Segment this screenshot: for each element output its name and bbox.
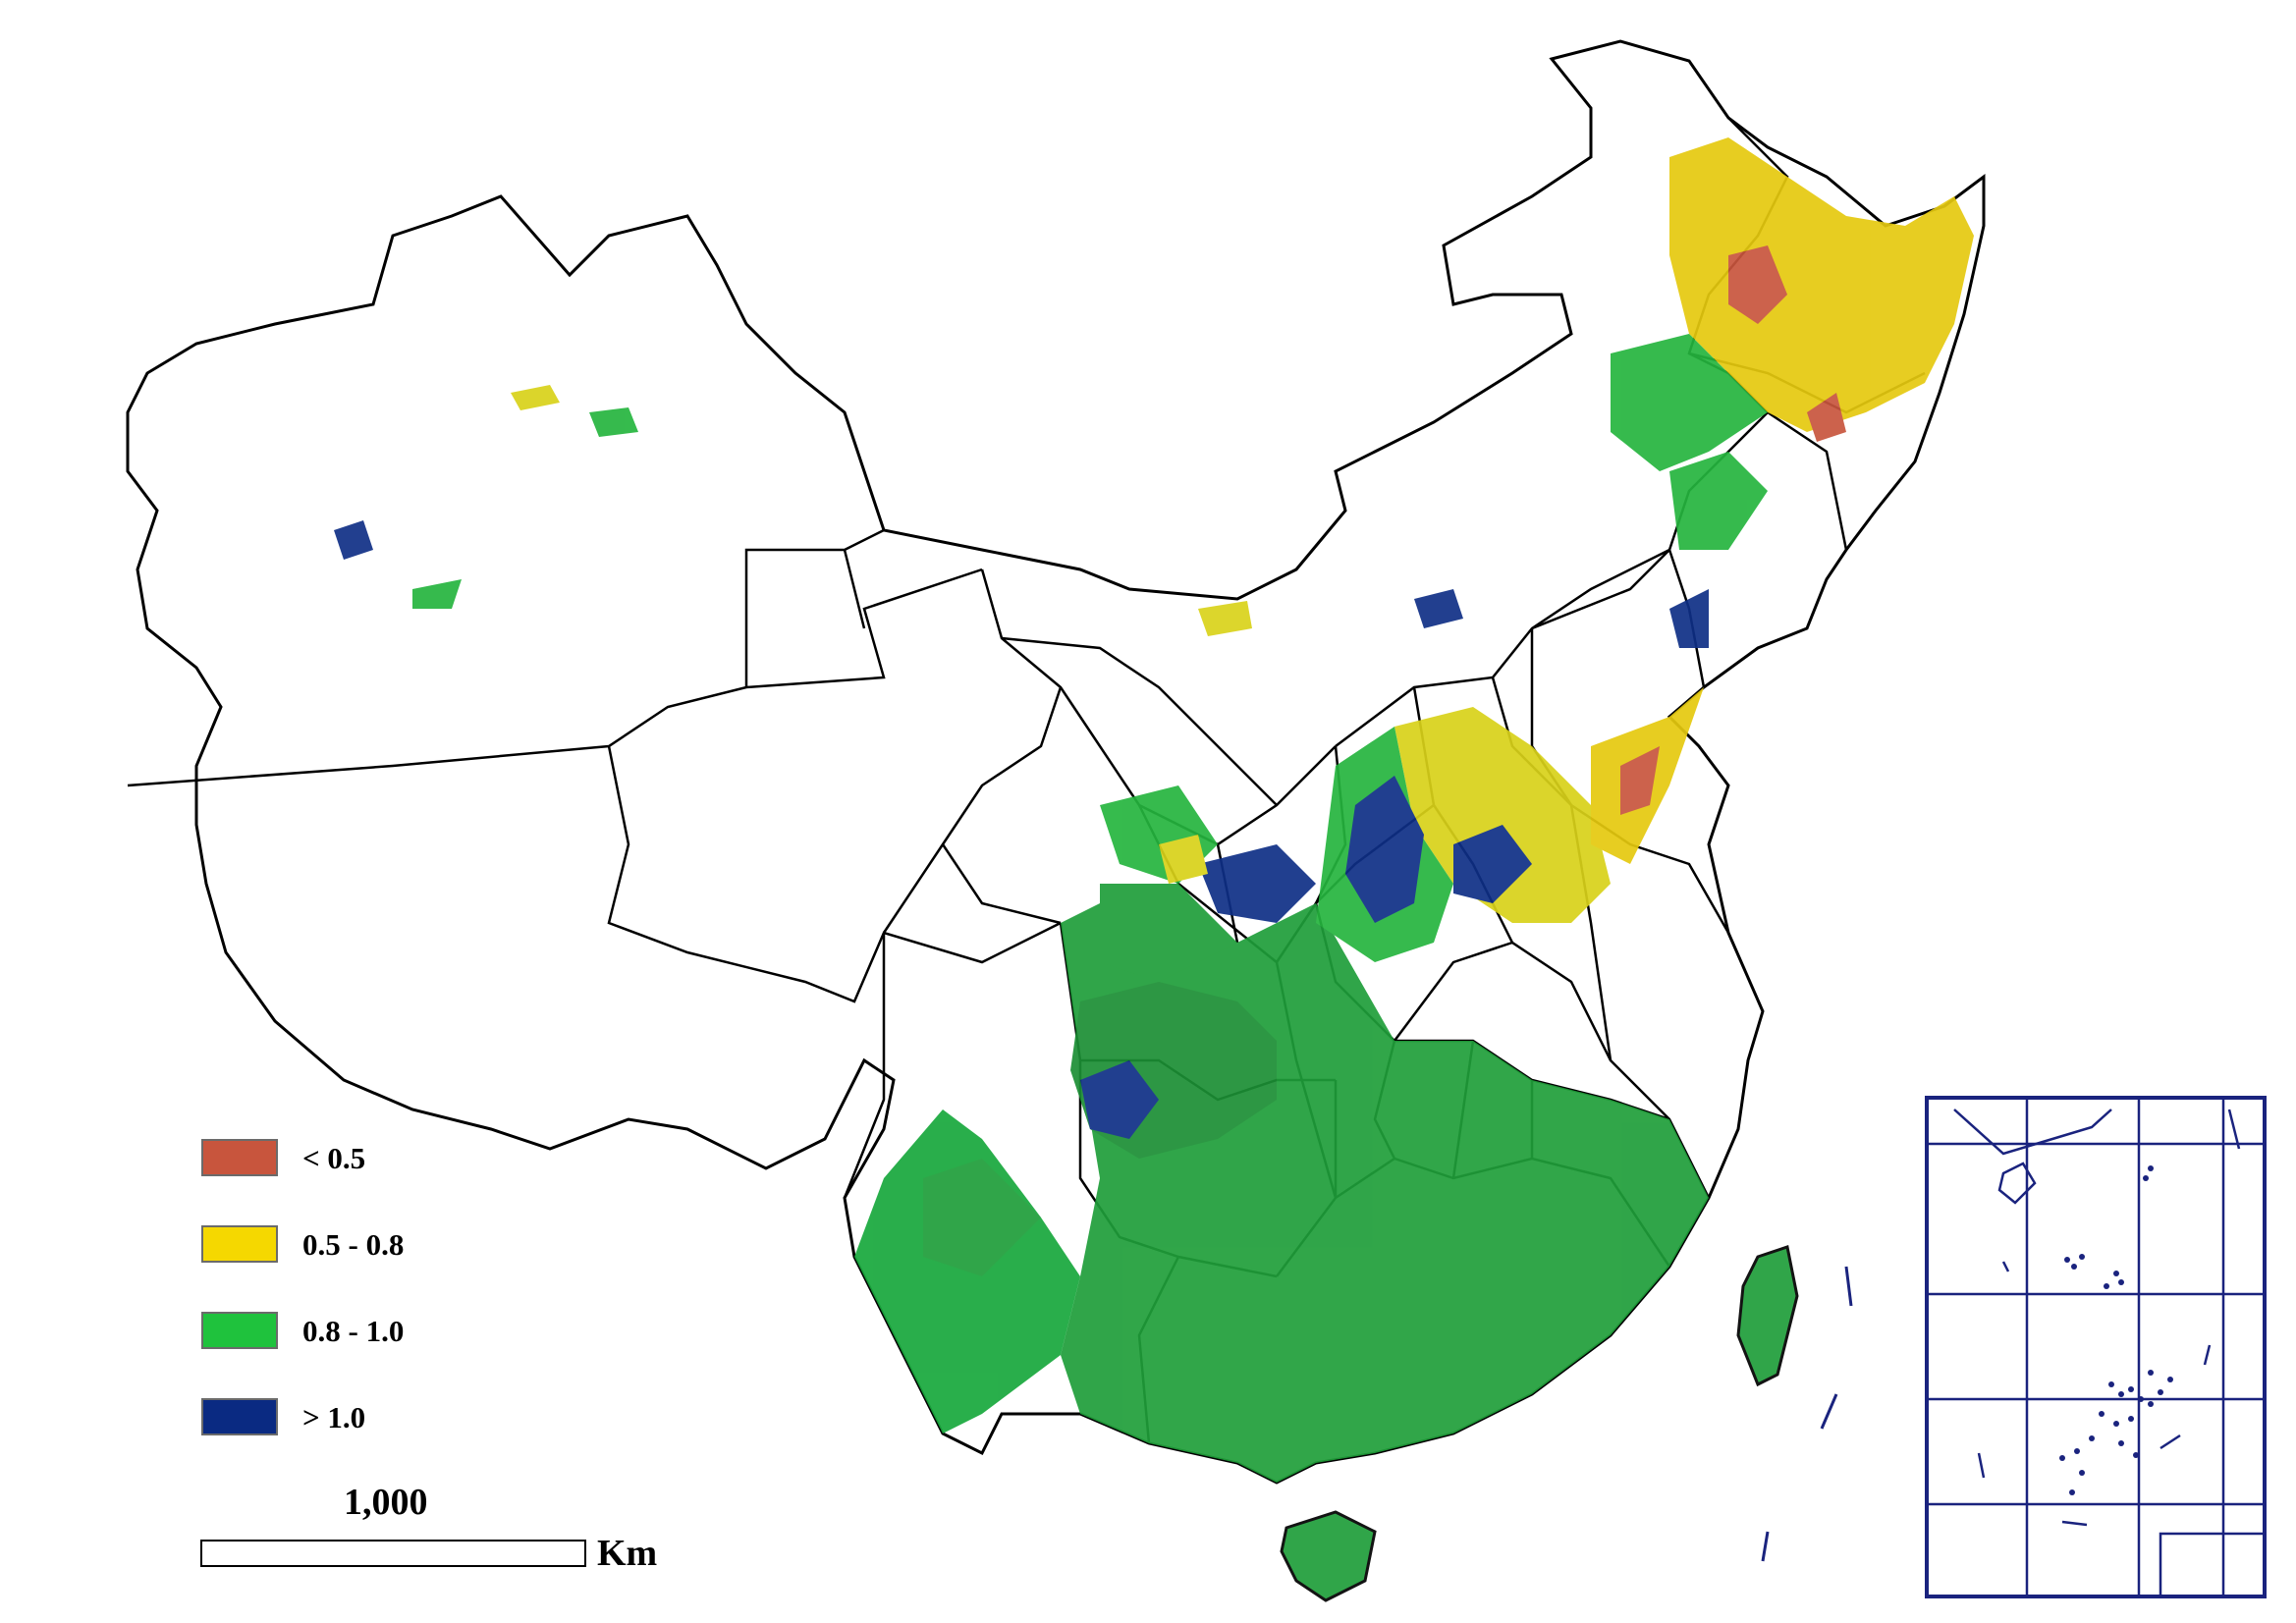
offshore-marks — [1761, 1266, 1853, 1562]
scale-bar — [200, 1540, 586, 1567]
legend-swatch — [201, 1312, 278, 1349]
legend-item: > 1.0 — [201, 1398, 457, 1437]
legend-item: < 0.5 — [201, 1139, 457, 1178]
legend-label: > 1.0 — [302, 1400, 366, 1434]
legend-swatch — [201, 1139, 278, 1176]
legend-label: 0.5 - 0.8 — [302, 1227, 405, 1262]
legend-swatch — [201, 1225, 278, 1263]
legend-item: 0.8 - 1.0 — [201, 1312, 457, 1351]
scale-bar-unit: Km — [597, 1533, 658, 1574]
index-raster — [334, 137, 1974, 1602]
legend-swatch — [201, 1398, 278, 1435]
legend-item: 0.5 - 0.8 — [201, 1225, 457, 1265]
scale-bar-value: 1,000 — [344, 1482, 428, 1523]
inset-map — [1925, 1096, 2267, 1598]
legend-label: < 0.5 — [302, 1141, 366, 1175]
legend-label: 0.8 - 1.0 — [302, 1314, 405, 1348]
